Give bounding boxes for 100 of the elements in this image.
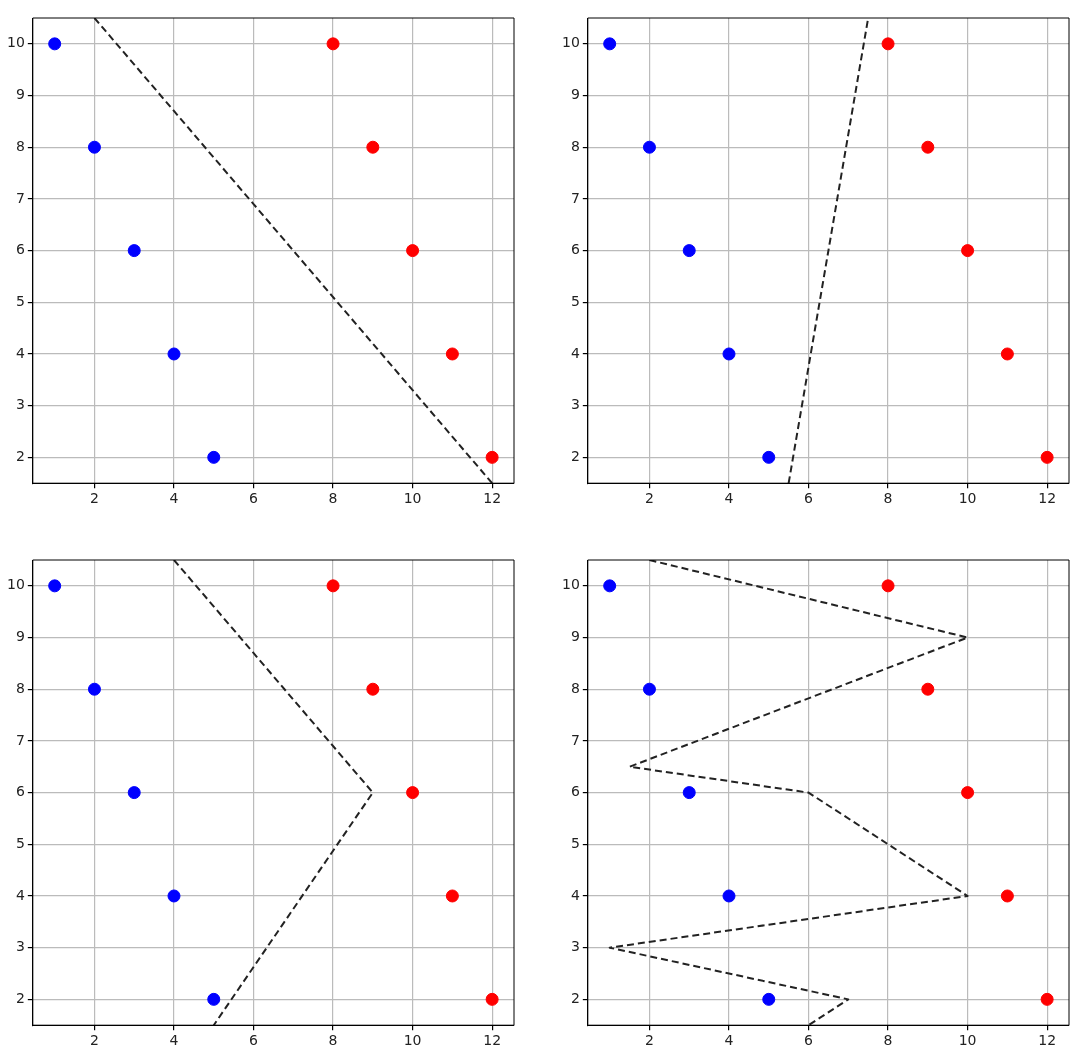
point <box>87 140 101 154</box>
point <box>1040 450 1054 464</box>
point <box>127 786 141 800</box>
point <box>167 889 181 903</box>
x-tick-label: 6 <box>249 1032 259 1049</box>
y-tick-label: 7 <box>15 731 25 748</box>
x-tick-label: 4 <box>169 1032 179 1049</box>
y-tick-label: 6 <box>15 241 25 258</box>
point <box>485 992 499 1006</box>
x-tick-label: 12 <box>1038 1032 1057 1049</box>
y-tick-label: 7 <box>15 189 25 206</box>
x-tick-label: 2 <box>644 1032 654 1049</box>
x-tick-label: 6 <box>249 490 259 507</box>
point <box>881 579 895 593</box>
point <box>682 786 696 800</box>
x-tick-label: 4 <box>724 490 734 507</box>
x-tick-label: 12 <box>483 490 502 507</box>
point <box>762 450 776 464</box>
point <box>366 140 380 154</box>
point <box>722 889 736 903</box>
point <box>167 347 181 361</box>
y-tick-label: 2 <box>570 990 580 1006</box>
y-tick-label: 8 <box>570 679 580 696</box>
y-tick-label: 8 <box>570 137 580 154</box>
y-tick-label: 9 <box>570 628 580 645</box>
y-tick-label: 4 <box>570 886 580 903</box>
point <box>366 682 380 696</box>
line-series <box>608 560 969 1026</box>
y-tick-label: 3 <box>15 938 25 955</box>
x-tick-label: 8 <box>883 490 893 507</box>
point <box>207 450 221 464</box>
point <box>1040 992 1054 1006</box>
x-tick-label: 10 <box>403 490 422 507</box>
x-tick-label: 4 <box>169 490 179 507</box>
point <box>48 37 62 51</box>
y-tick-label: 4 <box>570 344 580 361</box>
y-tick-label: 5 <box>570 834 580 851</box>
y-tick-label: 9 <box>15 86 25 103</box>
y-tick-label: 4 <box>15 344 25 361</box>
point <box>722 347 736 361</box>
x-tick-label: 6 <box>804 490 814 507</box>
x-tick-label: 8 <box>328 1032 338 1049</box>
x-tick-label: 10 <box>958 490 977 507</box>
point <box>127 244 141 258</box>
x-tick-label: 2 <box>89 1032 99 1049</box>
point <box>921 140 935 154</box>
y-tick-label: 6 <box>570 241 580 258</box>
point <box>207 992 221 1006</box>
x-tick-label: 12 <box>1038 490 1057 507</box>
point <box>642 682 656 696</box>
point <box>485 450 499 464</box>
x-tick-label: 6 <box>804 1032 814 1049</box>
point <box>1000 889 1014 903</box>
x-tick-label: 10 <box>958 1032 977 1049</box>
point <box>87 682 101 696</box>
y-tick-label: 7 <box>570 731 580 748</box>
point <box>762 992 776 1006</box>
y-tick-label: 5 <box>15 292 25 309</box>
y-tick-label: 6 <box>570 783 580 800</box>
y-tick-label: 3 <box>15 396 25 413</box>
point <box>682 244 696 258</box>
y-tick-label: 5 <box>570 292 580 309</box>
point <box>881 37 895 51</box>
y-tick-label: 7 <box>570 189 580 206</box>
y-tick-label: 8 <box>15 137 25 154</box>
point <box>921 682 935 696</box>
y-tick-label: 2 <box>15 448 25 464</box>
y-tick-label: 2 <box>15 990 25 1006</box>
x-tick-label: 2 <box>89 490 99 507</box>
point <box>603 37 617 51</box>
y-tick-label: 9 <box>15 628 25 645</box>
point <box>406 786 420 800</box>
y-tick-label: 4 <box>15 886 25 903</box>
y-tick-label: 10 <box>6 34 25 51</box>
y-tick-label: 3 <box>570 396 580 413</box>
x-tick-label: 8 <box>883 1032 893 1049</box>
point <box>961 786 975 800</box>
y-tick-label: 10 <box>6 576 25 593</box>
x-tick-label: 8 <box>328 490 338 507</box>
y-tick-label: 10 <box>561 34 580 51</box>
y-tick-label: 10 <box>561 576 580 593</box>
y-tick-label: 2 <box>570 448 580 464</box>
point <box>326 37 340 51</box>
point <box>48 579 62 593</box>
x-tick-label: 2 <box>644 490 654 507</box>
x-tick-label: 4 <box>724 1032 734 1049</box>
point <box>445 889 459 903</box>
y-tick-label: 6 <box>15 783 25 800</box>
y-tick-label: 8 <box>15 679 25 696</box>
y-tick-label: 5 <box>15 834 25 851</box>
y-tick-label: 9 <box>570 86 580 103</box>
point <box>326 579 340 593</box>
x-tick-label: 10 <box>403 1032 422 1049</box>
point <box>603 579 617 593</box>
x-tick-label: 12 <box>483 1032 502 1049</box>
y-tick-label: 3 <box>570 938 580 955</box>
point <box>406 244 420 258</box>
point <box>961 244 975 258</box>
point <box>445 347 459 361</box>
point <box>642 140 656 154</box>
